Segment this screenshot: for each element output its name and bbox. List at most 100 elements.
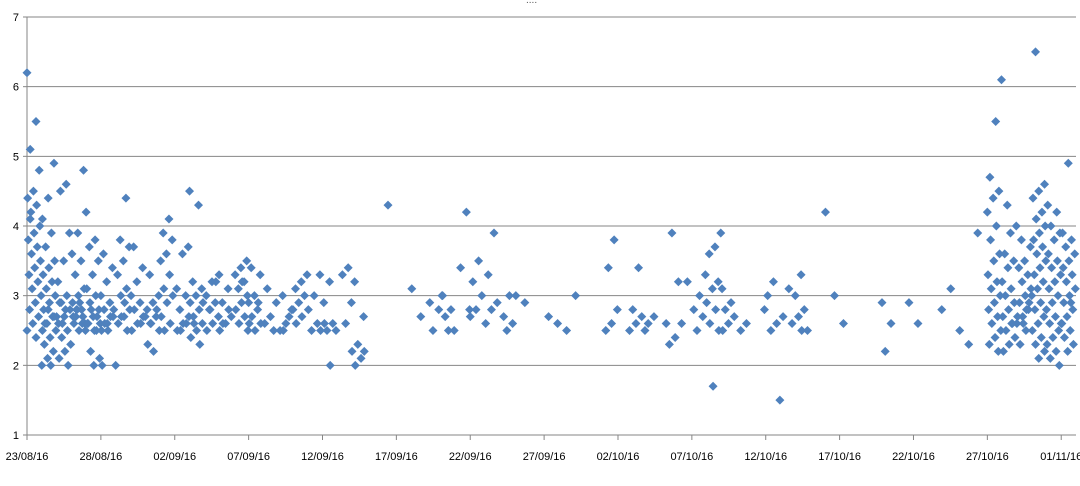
data-point (1067, 270, 1077, 280)
data-point (28, 319, 38, 329)
data-point (294, 298, 304, 308)
data-point (265, 312, 275, 322)
data-point (188, 277, 198, 287)
data-point (1032, 249, 1042, 259)
data-point (829, 291, 839, 301)
data-point (1040, 221, 1050, 231)
data-point (1043, 249, 1053, 259)
data-point (234, 319, 244, 329)
data-point (984, 305, 994, 315)
data-point (416, 312, 426, 322)
data-point (609, 235, 619, 245)
data-point (682, 277, 692, 287)
data-point (32, 200, 42, 210)
data-point (31, 332, 41, 342)
data-point (57, 319, 67, 329)
data-point (987, 319, 997, 329)
data-point (440, 312, 450, 322)
data-point (481, 319, 491, 329)
data-point (164, 214, 174, 224)
data-point (1034, 186, 1044, 196)
data-point (1063, 346, 1073, 356)
data-point (1010, 332, 1020, 342)
data-point (955, 326, 965, 335)
data-point (288, 305, 298, 315)
data-point (1033, 319, 1043, 329)
data-point (741, 319, 751, 329)
data-point (1021, 326, 1031, 335)
data-point (79, 165, 89, 175)
data-point (1011, 221, 1021, 231)
data-point (718, 326, 728, 335)
x-tick-label: 17/10/16 (818, 451, 861, 463)
data-point (145, 270, 155, 280)
data-point (477, 291, 487, 301)
data-point (1048, 332, 1058, 342)
data-point (913, 319, 923, 329)
data-point (37, 360, 47, 370)
data-point (47, 277, 57, 287)
data-point (1002, 200, 1012, 210)
data-point (1001, 326, 1011, 335)
data-point (1037, 207, 1047, 217)
data-point (85, 298, 95, 308)
data-point (50, 291, 60, 301)
data-point (237, 277, 247, 287)
data-point (165, 319, 175, 329)
data-point (64, 228, 74, 238)
data-point (25, 144, 35, 154)
data-point (713, 277, 723, 287)
data-point (73, 228, 83, 238)
data-point (499, 312, 509, 322)
data-point (167, 235, 177, 245)
data-point (502, 326, 512, 335)
data-point (763, 291, 773, 301)
data-point (1013, 312, 1023, 322)
data-point (201, 291, 211, 301)
data-point (202, 326, 212, 335)
data-point (22, 326, 32, 335)
data-point (109, 305, 119, 315)
data-point (461, 207, 471, 217)
data-point (118, 256, 128, 266)
data-point (146, 319, 156, 329)
data-point (1050, 277, 1060, 287)
data-point (708, 381, 718, 391)
data-point (1039, 312, 1049, 322)
y-tick-label: 3 (13, 291, 19, 303)
data-point (249, 291, 259, 301)
data-point (242, 256, 252, 266)
data-point (704, 249, 714, 259)
data-point (80, 326, 90, 335)
data-point (508, 319, 518, 329)
x-tick-label: 28/08/16 (79, 451, 122, 463)
data-point (67, 249, 77, 259)
data-point (97, 326, 107, 335)
data-point (689, 305, 699, 315)
data-point (1052, 207, 1062, 217)
data-point (1068, 305, 1078, 315)
data-point (48, 346, 58, 356)
data-point (986, 284, 996, 294)
data-point (237, 298, 247, 308)
data-point (191, 291, 201, 301)
data-point (1046, 221, 1056, 231)
data-point (214, 270, 224, 280)
y-tick-label: 1 (13, 430, 19, 442)
data-point (331, 326, 341, 335)
data-point (89, 360, 99, 370)
data-point (1036, 298, 1046, 308)
y-tick-label: 6 (13, 82, 19, 94)
data-point (152, 305, 162, 315)
data-point (172, 284, 182, 294)
data-point (1066, 298, 1076, 308)
data-point (115, 235, 125, 245)
data-point (726, 298, 736, 308)
data-point (768, 277, 778, 287)
data-point (210, 298, 220, 308)
data-point (1058, 263, 1068, 273)
data-point (407, 284, 417, 294)
data-point (149, 346, 159, 356)
data-point (350, 360, 360, 370)
x-tick-label: 01/11/16 (1040, 451, 1080, 463)
